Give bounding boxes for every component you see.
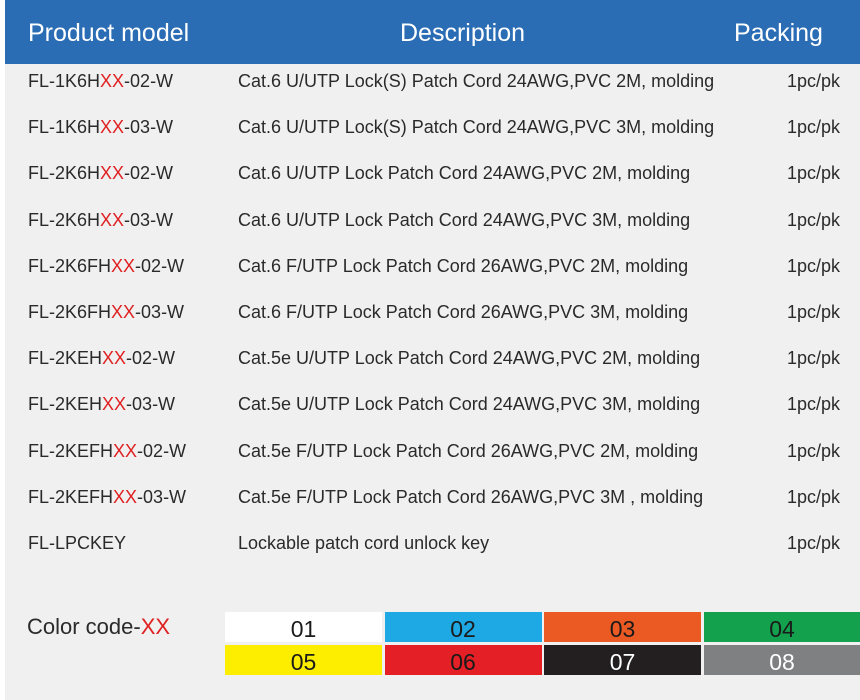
- product-model-cell: FL-2K6HXX-03-W: [28, 210, 173, 231]
- description-cell: Cat.5e F/UTP Lock Patch Cord 26AWG,PVC 3…: [238, 486, 704, 507]
- model-suffix: -02-W: [135, 255, 185, 276]
- product-model-cell: FL-2K6HXX-02-W: [28, 163, 173, 184]
- description-cell: Cat.5e F/UTP Lock Patch Cord 26AWG,PVC 2…: [238, 440, 699, 461]
- packing-cell: 1pc/pk: [787, 117, 841, 138]
- model-prefix: FL-2K6FH: [28, 301, 112, 322]
- table-row: FL-2K6FHXX-03-W Cat.6 F/UTP Lock Patch Co…: [0, 297, 860, 343]
- product-table-panel: [5, 0, 860, 700]
- product-model-cell: FL-1K6HXX-03-W: [28, 117, 173, 138]
- table-row: FL-1K6HXX-02-W Cat.6 U/UTP Lock(S) Patch …: [0, 66, 860, 112]
- color-swatch: 06: [384, 645, 542, 675]
- product-model-cell: FL-2KEFHXX-03-W: [28, 487, 186, 508]
- packing-cell: 1pc/pk: [787, 440, 841, 461]
- model-color-placeholder: XX: [102, 348, 127, 369]
- model-suffix: -03-W: [124, 209, 174, 230]
- product-model-cell: FL-2KEHXX-02-W: [28, 348, 175, 369]
- color-swatch: 04: [703, 612, 860, 642]
- product-model-cell: FL-2KEFHXX-02-W: [28, 441, 186, 462]
- model-suffix: -03-W: [124, 117, 174, 138]
- model-suffix: -03-W: [126, 394, 176, 415]
- model-color-placeholder: XX: [100, 209, 125, 230]
- table-row: FL-2KEHXX-03-W Cat.5e U/UTP Lock Patch Co…: [0, 389, 860, 435]
- packing-cell: 1pc/pk: [787, 348, 841, 369]
- color-code-text: Color code-: [27, 614, 141, 639]
- model-suffix: -02-W: [124, 71, 174, 91]
- color-swatch: 02: [384, 612, 542, 642]
- model-color-placeholder: XX: [100, 163, 125, 184]
- table-row: FL-2KEFHXX-03-W Cat.5e F/UTP Lock Patch C…: [0, 482, 860, 528]
- product-model-cell: FL-1K6HXX-02-W: [28, 71, 173, 92]
- model-color-placeholder: XX: [111, 301, 136, 322]
- table-row: FL-LPCKEY Lockable patch cord unlock key 1…: [0, 528, 860, 574]
- table-row: FL-2K6FHXX-02-W Cat.6 F/UTP Lock Patch Co…: [0, 251, 860, 297]
- model-color-placeholder: XX: [113, 440, 138, 461]
- description-cell: Cat.6 U/UTP Lock(S) Patch Cord 24AWG,PVC…: [238, 117, 715, 138]
- packing-cell: 1pc/pk: [787, 71, 841, 91]
- color-swatch: 01: [225, 612, 382, 642]
- model-prefix: FL-2K6FH: [28, 255, 112, 276]
- model-color-placeholder: XX: [100, 71, 125, 91]
- table-row: FL-1K6HXX-03-W Cat.6 U/UTP Lock(S) Patch …: [0, 112, 860, 158]
- description-cell: Cat.5e U/UTP Lock Patch Cord 24AWG,PVC 2…: [238, 348, 701, 369]
- model-color-placeholder: XX: [100, 117, 125, 138]
- model-prefix: FL-2KEH: [28, 348, 103, 369]
- packing-cell: 1pc/pk: [787, 255, 841, 276]
- packing-cell: 1pc/pk: [787, 163, 841, 184]
- description-cell: Cat.5e U/UTP Lock Patch Cord 24AWG,PVC 3…: [238, 394, 701, 415]
- model-prefix: FL-2KEFH: [28, 486, 114, 507]
- product-model-cell: FL-LPCKEY: [28, 533, 126, 554]
- model-color-placeholder: XX: [102, 394, 127, 415]
- description-cell: Cat.6 F/UTP Lock Patch Cord 26AWG,PVC 3M…: [238, 301, 689, 322]
- table-row: FL-2K6HXX-02-W Cat.6 U/UTP Lock Patch Cor…: [0, 158, 860, 204]
- packing-cell: 1pc/pk: [787, 209, 841, 230]
- packing-cell: 1pc/pk: [787, 532, 841, 553]
- model-color-placeholder: XX: [113, 486, 138, 507]
- table-row: FL-2KEHXX-02-W Cat.5e U/UTP Lock Patch Co…: [0, 343, 860, 389]
- color-code-xx: XX: [140, 614, 171, 639]
- model-prefix: FL-LPCKEY: [28, 532, 127, 553]
- description-cell: Cat.6 F/UTP Lock Patch Cord 26AWG,PVC 2M…: [238, 255, 689, 276]
- color-code-label: Color code-XX: [27, 614, 170, 640]
- packing-cell: 1pc/pk: [787, 301, 841, 322]
- color-swatch: 05: [225, 645, 382, 675]
- model-prefix: FL-2KEFH: [28, 440, 114, 461]
- model-suffix: -03-W: [137, 486, 187, 507]
- model-suffix: -02-W: [137, 440, 187, 461]
- product-model-cell: FL-2K6FHXX-03-W: [28, 302, 184, 323]
- model-prefix: FL-1K6H: [28, 71, 101, 91]
- model-prefix: FL-2K6H: [28, 209, 101, 230]
- table-row: FL-2KEFHXX-02-W Cat.5e F/UTP Lock Patch C…: [0, 436, 860, 482]
- packing-cell: 1pc/pk: [787, 486, 841, 507]
- packing-cell: 1pc/pk: [787, 394, 841, 415]
- product-table-body: FL-1K6HXX-02-W Cat.6 U/UTP Lock(S) Patch …: [0, 66, 860, 574]
- model-suffix: -02-W: [124, 163, 174, 184]
- product-model-cell: FL-2KEHXX-03-W: [28, 394, 175, 415]
- color-swatch: 08: [703, 645, 860, 675]
- model-suffix: -03-W: [135, 301, 185, 322]
- description-cell: Lockable patch cord unlock key: [238, 532, 490, 553]
- description-cell: Cat.6 U/UTP Lock Patch Cord 24AWG,PVC 2M…: [238, 163, 691, 184]
- header-description: Description: [400, 19, 526, 47]
- table-header: Product model Description Packing: [5, 0, 860, 64]
- description-cell: Cat.6 U/UTP Lock(S) Patch Cord 24AWG,PVC…: [238, 71, 715, 91]
- color-code-swatches: 01 02 03 04 05 06 07 08: [225, 612, 860, 676]
- color-swatch: 07: [544, 645, 701, 675]
- model-prefix: FL-1K6H: [28, 117, 101, 138]
- model-color-placeholder: XX: [111, 255, 136, 276]
- header-product-model: Product model: [28, 19, 190, 47]
- model-suffix: -02-W: [126, 348, 176, 369]
- product-model-cell: FL-2K6FHXX-02-W: [28, 256, 184, 277]
- model-prefix: FL-2KEH: [28, 394, 103, 415]
- header-packing: Packing: [734, 19, 823, 47]
- model-prefix: FL-2K6H: [28, 163, 101, 184]
- color-swatch: 03: [544, 612, 701, 642]
- table-row: FL-2K6HXX-03-W Cat.6 U/UTP Lock Patch Cor…: [0, 205, 860, 251]
- description-cell: Cat.6 U/UTP Lock Patch Cord 24AWG,PVC 3M…: [238, 209, 691, 230]
